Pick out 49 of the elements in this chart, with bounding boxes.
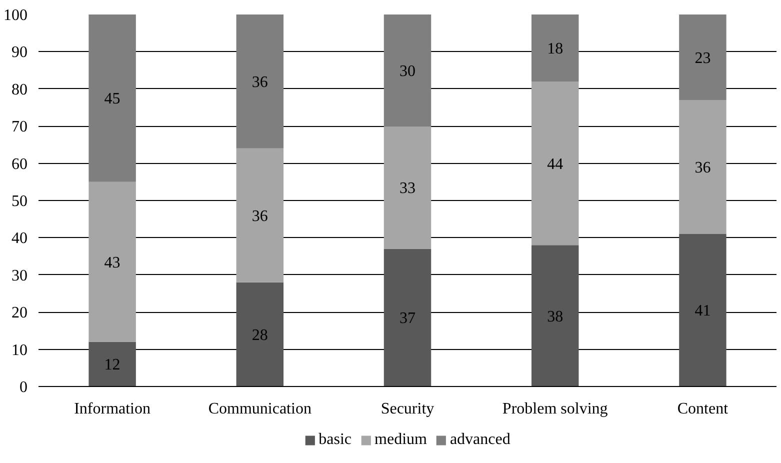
bar bbox=[531, 81, 579, 246]
bar bbox=[384, 248, 432, 386]
data-label: 28 bbox=[252, 326, 268, 344]
y-tick-label: 30 bbox=[12, 267, 28, 284]
bar bbox=[236, 148, 284, 282]
y-tick-label: 10 bbox=[12, 342, 28, 359]
data-label: 36 bbox=[694, 160, 711, 177]
bar bbox=[88, 182, 136, 342]
y-tick-label: 80 bbox=[12, 81, 28, 98]
bar bbox=[531, 14, 579, 82]
y-tick-label: 90 bbox=[12, 44, 28, 62]
data-label: 23 bbox=[694, 50, 711, 67]
y-tick-label: 70 bbox=[12, 118, 28, 136]
bar bbox=[384, 14, 432, 126]
data-label: 41 bbox=[694, 302, 711, 320]
data-label: 45 bbox=[104, 90, 120, 108]
x-tick-label: Problem solving bbox=[502, 400, 608, 418]
y-tick-label: 20 bbox=[12, 304, 28, 322]
bar bbox=[679, 14, 726, 100]
legend-label: advanced bbox=[450, 431, 510, 449]
bar bbox=[679, 100, 726, 234]
y-tick-label: 40 bbox=[12, 230, 28, 248]
y-tick-label: 60 bbox=[12, 156, 28, 173]
data-label: 12 bbox=[104, 356, 120, 374]
legend-label: medium bbox=[374, 431, 427, 449]
data-label: 44 bbox=[547, 156, 564, 173]
data-label: 36 bbox=[252, 74, 268, 91]
data-label: 38 bbox=[547, 308, 564, 326]
data-label: 33 bbox=[400, 180, 416, 197]
x-tick-label: Information bbox=[74, 400, 151, 418]
data-label: 37 bbox=[400, 310, 416, 328]
y-tick-label: 100 bbox=[4, 7, 28, 24]
bar bbox=[236, 14, 284, 148]
x-tick-label: Content bbox=[677, 400, 729, 418]
bar bbox=[88, 342, 136, 386]
legend-label: basic bbox=[318, 431, 352, 449]
bar bbox=[236, 282, 284, 386]
x-tick-label: Security bbox=[380, 400, 434, 418]
data-label: 18 bbox=[547, 40, 564, 58]
bar bbox=[531, 245, 579, 386]
data-label: 36 bbox=[252, 208, 268, 225]
data-label: 30 bbox=[400, 62, 416, 80]
y-tick-label: 50 bbox=[12, 193, 28, 210]
data-label: 43 bbox=[104, 254, 120, 272]
y-tick-label: 0 bbox=[20, 379, 28, 396]
x-tick-label: Communication bbox=[208, 400, 312, 418]
bar bbox=[384, 126, 432, 249]
bar bbox=[88, 14, 136, 182]
bar bbox=[679, 234, 726, 386]
